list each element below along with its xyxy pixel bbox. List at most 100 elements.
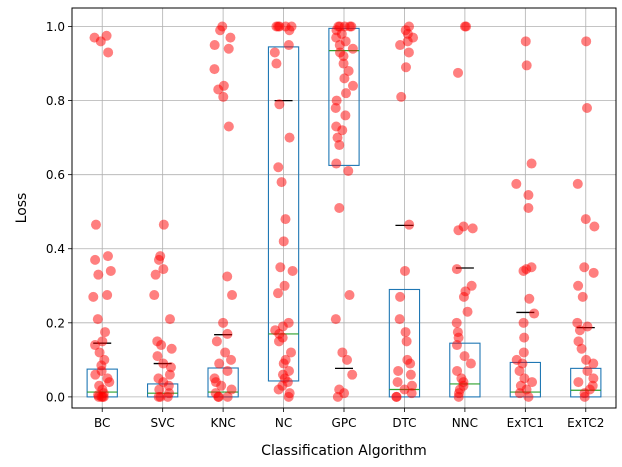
data-point (103, 47, 114, 58)
x-tick-label: ExTC2 (567, 416, 604, 430)
data-point (520, 36, 531, 47)
data-point (461, 21, 472, 32)
data-point (582, 321, 593, 332)
data-point (402, 36, 413, 47)
data-point (405, 358, 416, 369)
data-point (392, 377, 403, 388)
data-point (105, 265, 116, 276)
x-tick-label: ExTC1 (507, 416, 544, 430)
data-point (158, 219, 169, 230)
data-point (104, 377, 115, 388)
data-point (573, 280, 584, 291)
data-point (396, 91, 407, 102)
data-point (90, 219, 101, 230)
data-point (395, 40, 406, 51)
data-point (287, 265, 298, 276)
data-point (93, 391, 104, 402)
data-point (582, 103, 593, 113)
data-point (331, 95, 342, 106)
data-point (102, 251, 113, 262)
data-point (154, 384, 165, 395)
data-point (518, 347, 529, 358)
x-tick-label: DTC (392, 416, 416, 430)
data-point (574, 325, 585, 336)
x-tick-label: BC (94, 416, 110, 430)
data-point (102, 290, 113, 301)
data-point (394, 314, 405, 325)
data-point (451, 317, 462, 328)
data-point (166, 343, 177, 354)
data-point (343, 165, 354, 176)
data-point (222, 365, 233, 376)
data-point (273, 162, 284, 173)
data-point (347, 43, 358, 54)
data-point (579, 391, 590, 402)
data-point (149, 290, 160, 301)
x-tick-label: NNC (452, 416, 478, 430)
data-point (524, 293, 535, 304)
data-point (467, 223, 478, 234)
data-point (276, 177, 287, 188)
data-point (273, 288, 284, 299)
data-point (459, 351, 470, 362)
jitter-points (88, 21, 600, 402)
data-point (588, 267, 599, 278)
data-point (588, 373, 599, 384)
data-point (158, 358, 169, 369)
data-point (162, 391, 173, 402)
data-point (523, 190, 534, 201)
data-point (92, 314, 103, 325)
data-point (588, 358, 599, 369)
data-point (573, 377, 584, 388)
data-point (275, 262, 286, 273)
data-point (338, 58, 349, 69)
data-point (214, 358, 225, 369)
x-tick-label: NC (275, 416, 292, 430)
data-point (341, 88, 352, 99)
data-point (284, 132, 295, 143)
y-tick-label: 0.8 (46, 94, 65, 108)
data-point (278, 358, 289, 369)
data-point (347, 80, 358, 91)
data-point (283, 40, 294, 51)
y-tick-label: 0.2 (46, 316, 65, 330)
data-point (278, 236, 289, 247)
data-point (331, 158, 342, 169)
data-point (163, 380, 174, 391)
data-point (400, 327, 411, 338)
data-point (344, 290, 355, 301)
data-point (93, 269, 104, 280)
data-point (342, 354, 353, 365)
data-point (521, 60, 532, 71)
data-point (331, 32, 342, 43)
data-point (527, 377, 538, 388)
data-point (164, 369, 175, 380)
data-point (273, 384, 284, 395)
data-point (88, 291, 99, 302)
data-point (153, 254, 164, 265)
data-point (395, 291, 406, 302)
data-point (277, 321, 288, 332)
x-tick-label: GPC (332, 416, 357, 430)
x-axis-label: Classification Algorithm (261, 443, 427, 459)
data-point (158, 264, 169, 275)
data-point (283, 391, 294, 402)
data-point (164, 314, 175, 325)
data-point (334, 40, 345, 51)
data-point (582, 365, 593, 376)
x-tick-label: SVC (151, 416, 175, 430)
data-point (226, 354, 237, 365)
data-point (577, 291, 588, 302)
data-point (399, 265, 410, 276)
data-point (339, 73, 350, 84)
data-point (274, 99, 285, 110)
data-point (95, 36, 106, 47)
data-point (223, 121, 234, 132)
data-point (514, 388, 525, 399)
data-point (330, 314, 341, 325)
data-point (225, 32, 236, 43)
data-point (279, 280, 290, 291)
y-tick-label: 1.0 (46, 20, 65, 34)
data-point (347, 369, 358, 380)
data-point (529, 308, 540, 319)
